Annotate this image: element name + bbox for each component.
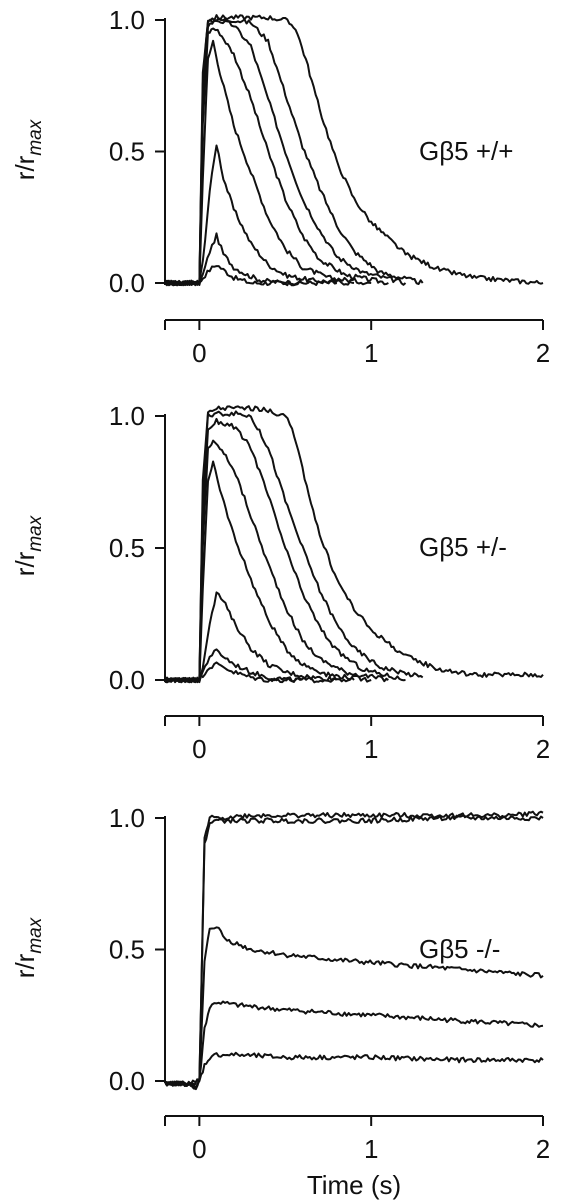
x-tick-label: 0 (192, 1134, 206, 1164)
y-tick-label: 0.5 (109, 935, 145, 965)
y-tick-label: 1.0 (109, 5, 145, 35)
y-axis-label: r/rmax (10, 916, 46, 978)
x-tick-label: 1 (364, 1134, 378, 1164)
y-tick-label: 0.5 (109, 533, 145, 563)
y-tick-label: 0.5 (109, 137, 145, 167)
y-axis-label: r/rmax (10, 118, 46, 180)
series-line-8 (164, 14, 544, 287)
chart-panel-3: 0.0 0.5 1.0 r/rmax 0 1 2 Gβ5 -/- (10, 803, 550, 1164)
x-axis-label: Time (s) (307, 1170, 401, 1200)
chart-panel-2: 0.0 0.5 1.0 r/rmax 0 1 2 Gβ5 +/- (10, 401, 550, 764)
y-tick-label: 0.0 (109, 665, 145, 695)
panel-label: Gβ5 -/- (419, 934, 500, 964)
y-tick-label: 1.0 (109, 401, 145, 431)
series-line-5 (164, 810, 544, 1087)
chart-panel-1: 0.0 0.5 1.0 r/rmax 0 1 2 Gβ5 +/+ (10, 5, 550, 368)
x-tick-label: 1 (364, 338, 378, 368)
y-tick-label: 0.0 (109, 268, 145, 298)
series-line-3 (164, 926, 544, 1090)
y-axis-label-sub: max (25, 514, 46, 551)
y-axis-label-main: r/r (10, 953, 40, 978)
x-tick-label: 0 (192, 338, 206, 368)
series-line-8 (164, 405, 544, 683)
y-axis-label-sub: max (25, 916, 46, 953)
series-line-2 (164, 1000, 544, 1091)
y-axis-label: r/rmax (10, 514, 46, 576)
x-tick-label: 0 (192, 734, 206, 764)
y-axis-label-main: r/r (10, 551, 40, 576)
panel-label: Gβ5 +/- (419, 532, 507, 562)
x-tick-label: 1 (364, 734, 378, 764)
x-tick-label: 2 (536, 338, 550, 368)
panel-label: Gβ5 +/+ (419, 136, 513, 166)
y-tick-label: 0.0 (109, 1066, 145, 1096)
y-axis-label-main: r/r (10, 155, 40, 180)
x-tick-label: 2 (536, 734, 550, 764)
series-line-1 (164, 1051, 544, 1090)
y-axis-label-sub: max (25, 118, 46, 155)
y-tick-label: 1.0 (109, 803, 145, 833)
x-tick-label: 2 (536, 1134, 550, 1164)
series-line-4 (164, 39, 372, 286)
